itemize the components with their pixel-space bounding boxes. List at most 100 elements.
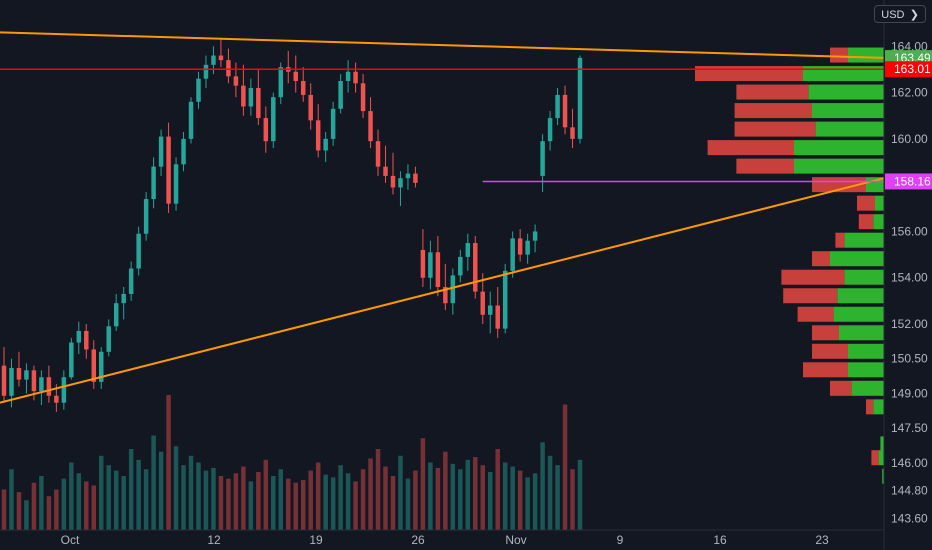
volume-bar <box>128 449 134 530</box>
volume-profile-down <box>695 66 803 82</box>
volume-bar <box>577 459 583 530</box>
candle-body <box>61 377 67 403</box>
price-tag <box>885 61 932 78</box>
candle-body <box>450 275 456 304</box>
volume-bar <box>517 470 523 530</box>
volume-bar <box>383 466 388 530</box>
volume-bar <box>99 455 104 530</box>
price-tick-label: 150.50 <box>891 352 928 366</box>
candle-body <box>353 71 358 84</box>
volume-bar <box>248 481 254 530</box>
volume-profile-down <box>707 140 794 156</box>
time-axis[interactable]: Oct 12 19 26 Nov 9 16 23 <box>0 529 884 547</box>
currency-button[interactable]: USD ❯ <box>874 5 926 23</box>
candle-body <box>211 55 216 65</box>
candle-body <box>383 166 388 176</box>
volume-bar <box>458 469 463 530</box>
volume-bar <box>420 438 426 530</box>
candle-body <box>458 256 463 276</box>
candle-body <box>398 178 403 188</box>
volume-profile-up <box>848 362 884 378</box>
volume-bars <box>1 395 583 530</box>
price-axis[interactable]: 164.00 162.00 160.00 156.00 154.00 152.00 150.… <box>883 0 928 550</box>
candle-body <box>241 85 246 107</box>
candle-body <box>76 330 82 343</box>
volume-profile-down <box>812 343 848 359</box>
candle-body <box>203 64 209 79</box>
drawing-layer[interactable] <box>0 31 885 404</box>
volume-bar <box>113 470 119 530</box>
volume-bar <box>226 478 231 530</box>
time-tick-label: 19 <box>309 533 323 547</box>
candle-body <box>39 377 44 392</box>
candle-body <box>338 81 343 109</box>
candle-body <box>480 291 485 315</box>
candle-body <box>473 243 478 292</box>
time-tick-label: 26 <box>411 533 425 547</box>
candle-body <box>413 173 418 183</box>
volume-bar <box>323 474 328 530</box>
volume-bar <box>353 481 358 530</box>
candle-body <box>99 351 104 382</box>
volume-bar <box>405 478 411 530</box>
candle-body <box>218 55 224 61</box>
volume-bar <box>31 482 37 530</box>
candle-body <box>540 141 545 176</box>
volume-bar <box>502 462 508 530</box>
volume-profile-up <box>844 269 884 285</box>
candle-body <box>188 101 194 139</box>
time-tick-label: Oct <box>61 533 80 547</box>
volume-profile-up <box>794 140 884 156</box>
candle-body <box>293 71 298 82</box>
volume-profile-up <box>873 399 884 415</box>
volume-bar <box>555 465 560 530</box>
candle-body <box>143 199 149 234</box>
trendline-upper <box>0 31 885 59</box>
volume-bar <box>256 471 261 530</box>
trendline-lower <box>0 177 885 404</box>
time-tick-label: 16 <box>713 533 727 547</box>
volume-profile-up <box>875 195 884 211</box>
volume-bar <box>375 449 381 530</box>
volume-bar <box>390 476 396 530</box>
candle-body <box>263 118 269 142</box>
candle-body <box>547 118 553 142</box>
price-tick-label: 144.80 <box>891 484 928 498</box>
candlestick-series <box>1 39 583 412</box>
volume-profile-down <box>857 195 875 211</box>
volume-bar <box>398 455 403 530</box>
volume-bar <box>241 466 246 530</box>
volume-profile-up <box>851 380 884 396</box>
volume-profile-down <box>736 84 809 100</box>
candle-body <box>330 108 336 139</box>
volume-bar <box>84 481 89 530</box>
volume-bar <box>203 470 209 530</box>
candle-body <box>495 305 500 329</box>
volume-profile-down <box>734 103 812 119</box>
volume-bar <box>286 478 291 530</box>
volume-bar <box>211 467 216 530</box>
volume-bar <box>293 482 298 530</box>
volume-bar <box>9 469 14 530</box>
candle-body <box>368 111 373 142</box>
volume-profile-up <box>808 84 884 100</box>
volume-bar <box>570 469 575 530</box>
volume-profile-up <box>839 325 884 341</box>
price-tick-label: 154.00 <box>891 271 928 285</box>
candle-body <box>570 127 575 139</box>
candle-body <box>278 67 284 98</box>
price-tick-label: 156.00 <box>891 224 928 238</box>
volume-profile-up <box>848 343 884 359</box>
candle-body <box>502 270 508 329</box>
candle-body <box>555 94 560 119</box>
volume-bar <box>54 489 59 530</box>
candle-body <box>233 76 239 86</box>
candle-body <box>84 330 89 350</box>
candle-body <box>428 252 433 278</box>
volume-bar <box>495 449 500 530</box>
candle-body <box>151 166 156 200</box>
price-tag-label: 163.01 <box>894 62 931 76</box>
volume-bar <box>315 462 321 530</box>
